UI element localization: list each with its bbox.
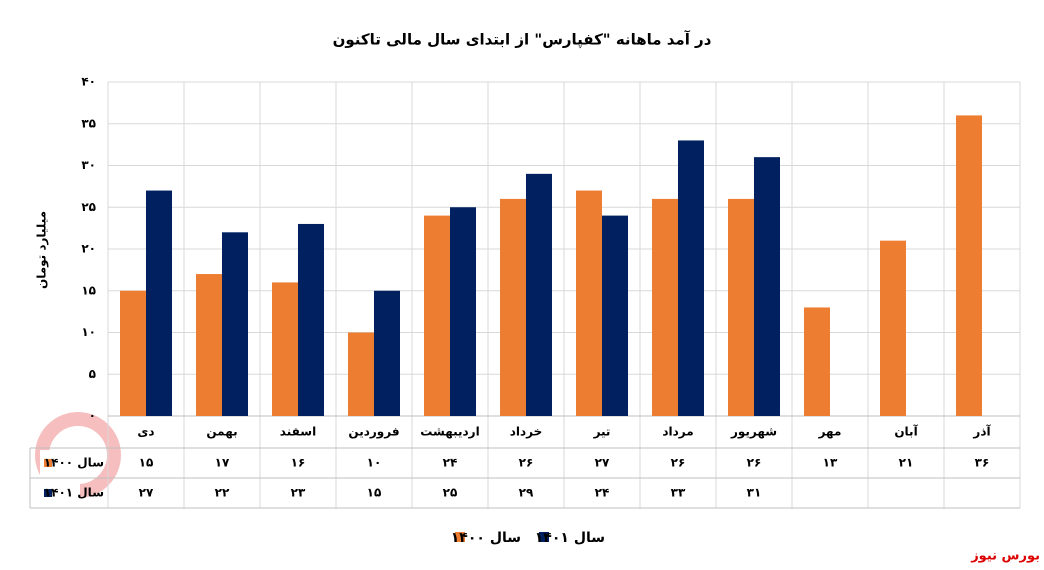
table-value: ۱۷ [215, 456, 230, 470]
y-tick-label: ۲۵ [81, 200, 96, 214]
x-tick-label: اردیبهشت [420, 425, 479, 439]
chart-title: در آمد ماهانه "کفپارس" از ابتدای سال مال… [333, 31, 712, 50]
x-tick-label: خرداد [510, 425, 543, 439]
y-tick-label: ۱۰ [81, 325, 96, 339]
x-tick-label: آبان [894, 424, 918, 439]
y-tick-label: ۳۰ [81, 158, 96, 172]
source: بورس نیوز [970, 549, 1040, 564]
table-value: ۲۳ [291, 486, 306, 500]
table-value: ۱۵ [367, 486, 382, 500]
table-series-name: سال ۱۴۰۰ [44, 456, 104, 470]
table-value: ۲۱ [899, 456, 914, 470]
x-tick-label: آذر [972, 424, 991, 439]
logo [35, 412, 121, 510]
bar [120, 290, 146, 416]
x-tick-label: شهریور [730, 425, 777, 440]
bar [526, 173, 552, 416]
bar [450, 207, 476, 416]
bar [728, 198, 754, 416]
bar [222, 232, 248, 416]
bar [956, 115, 982, 417]
x-tick-label: تیر [593, 425, 611, 439]
bar [374, 290, 400, 416]
x-tick-label: اسفند [280, 425, 316, 439]
table-value: ۲۷ [139, 486, 154, 500]
bar [652, 198, 678, 416]
table-value: ۲۴ [595, 486, 610, 500]
table-value: ۱۰ [367, 456, 382, 470]
x-tick-label: دی [137, 425, 154, 439]
bar [754, 157, 780, 416]
bar [602, 215, 628, 416]
legend-key [455, 532, 465, 542]
bar [348, 332, 374, 416]
x-tick-label: مهر [818, 425, 842, 439]
table-value: ۱۳ [823, 456, 838, 470]
y-tick-label: ۲۰ [81, 242, 96, 256]
bar [500, 198, 526, 416]
x-tick-label: بهمن [206, 425, 237, 439]
table-value: ۲۹ [519, 486, 534, 500]
y-tick-label: ۵ [89, 367, 96, 381]
bar [298, 223, 324, 416]
bar [146, 190, 172, 416]
legend-label: سال ۱۴۰۱ [535, 530, 605, 546]
table-legend-key [44, 459, 52, 467]
table-value: ۳۳ [671, 486, 686, 500]
table-value: ۲۲ [215, 486, 230, 500]
table-value: ۱۵ [139, 456, 154, 470]
table-value: ۲۷ [595, 456, 610, 470]
table-legend-key [44, 489, 52, 497]
table-value: ۲۶ [747, 456, 762, 470]
y-axis-label: میلیارد تومان [35, 211, 50, 289]
bar [272, 282, 298, 416]
table-value: ۲۶ [519, 456, 534, 470]
x-tick-label: فروردین [348, 425, 399, 440]
table-value: ۲۵ [443, 486, 458, 500]
bar [678, 140, 704, 416]
table-series-name: سال ۱۴۰۱ [44, 486, 104, 500]
table-value: ۲۴ [443, 456, 458, 470]
table-value: ۲۶ [671, 456, 686, 470]
y-tick-label: ۴۰ [81, 75, 96, 89]
bar [576, 190, 602, 416]
y-tick-label: ۱۵ [81, 283, 96, 297]
y-tick-label: ۰ [89, 409, 96, 423]
bar [196, 274, 222, 416]
bar [804, 307, 830, 416]
x-tick-label: مرداد [662, 425, 693, 439]
legend-label: سال ۱۴۰۰ [451, 530, 521, 546]
bar [880, 240, 906, 416]
bar [424, 215, 450, 416]
y-tick-label: ۳۵ [81, 116, 96, 130]
table-value: ۱۶ [291, 456, 306, 470]
legend-key [539, 532, 549, 542]
table-value: ۳۱ [747, 486, 762, 500]
table-value: ۳۶ [975, 456, 990, 470]
